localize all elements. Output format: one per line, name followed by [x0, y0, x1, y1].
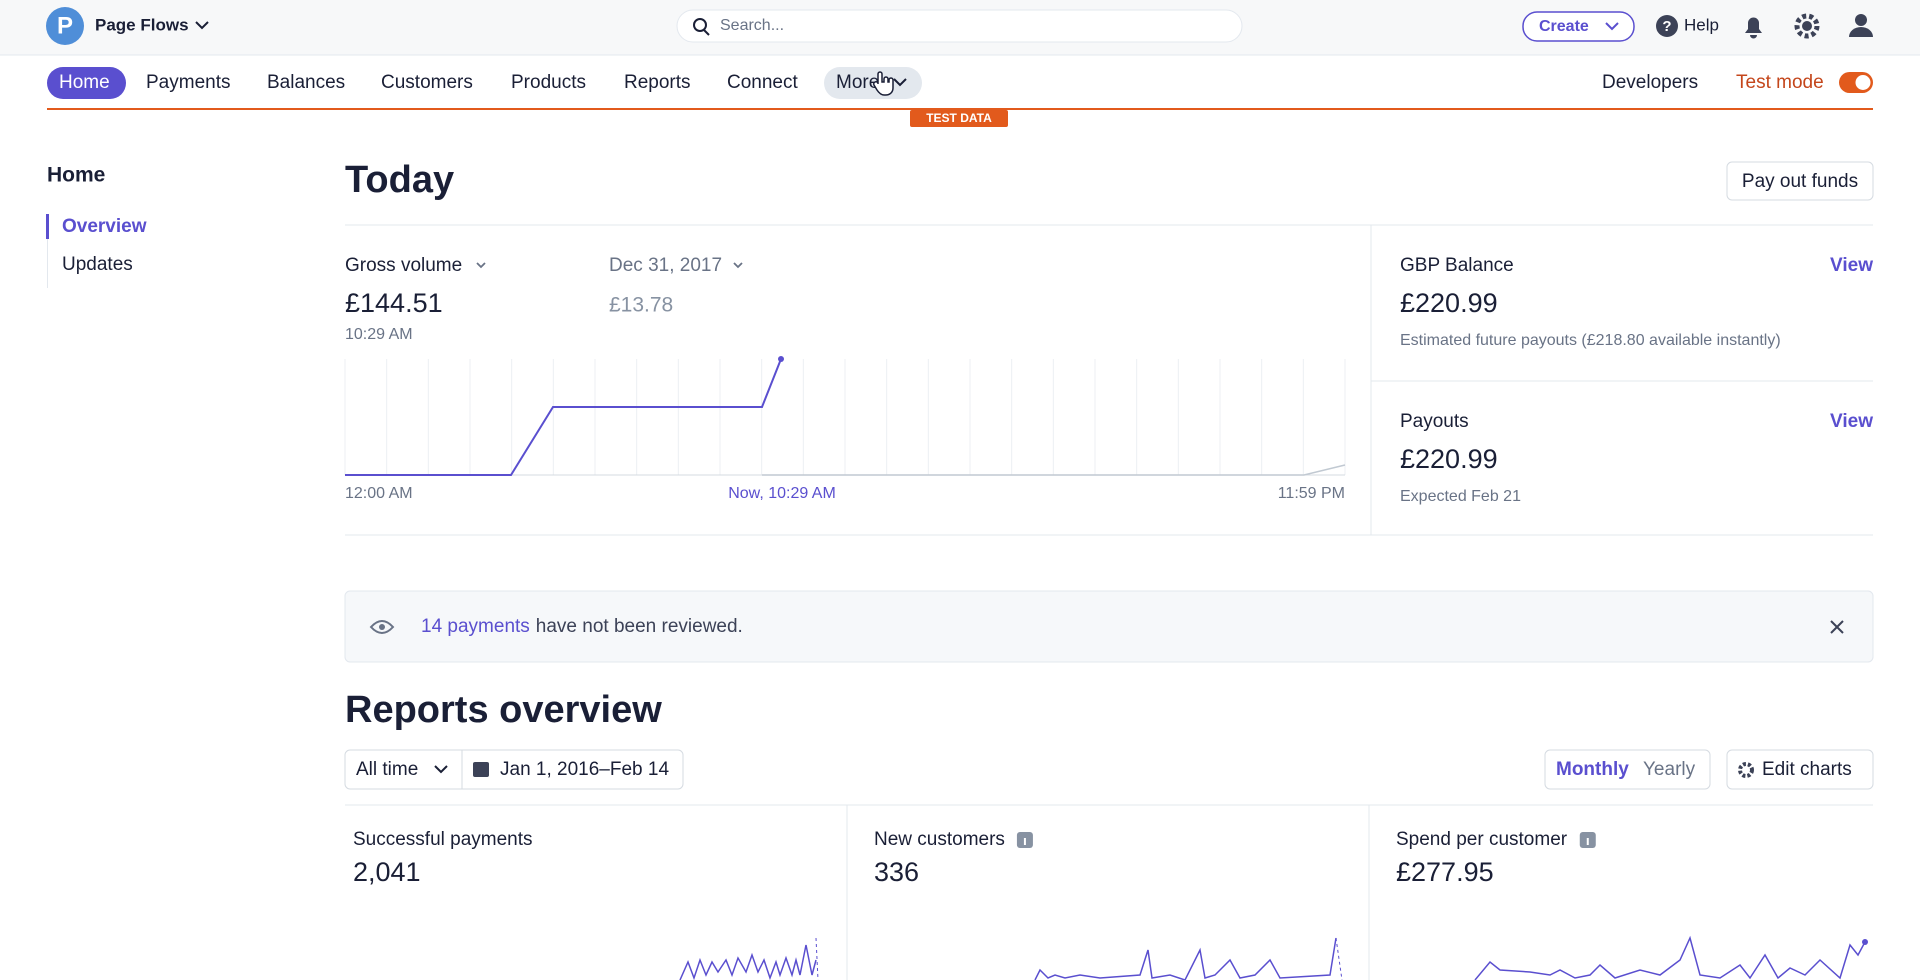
sparkline-end: [1862, 939, 1868, 945]
calendar-icon: [473, 762, 489, 777]
notice-close[interactable]: [1830, 620, 1844, 634]
nav-item[interactable]: More: [836, 72, 879, 93]
nav-item[interactable]: Products: [511, 72, 586, 93]
settings-icon-center: [1802, 21, 1812, 31]
user-icon-body: [1849, 27, 1873, 37]
period-monthly[interactable]: Monthly: [1556, 759, 1629, 780]
search-box[interactable]: [676, 9, 1243, 43]
test-data-badge: [910, 110, 1008, 127]
nav-item[interactable]: Connect: [727, 72, 798, 93]
nav-item[interactable]: Home: [59, 72, 110, 93]
balance-value: £220.99: [1400, 288, 1498, 318]
axis-now: Now, 10:29 AM: [728, 485, 836, 502]
account-logo[interactable]: [46, 7, 84, 45]
compare-chevron: [733, 262, 743, 269]
create-chevron: [1605, 22, 1619, 31]
sparkline-projection: [815, 937, 819, 980]
user-icon-head[interactable]: [1855, 14, 1867, 26]
nav: Home Payments Balances Customers Products Rep…: [59, 72, 879, 93]
gear-icon: [1738, 762, 1754, 778]
info-icon-mark: [1023, 838, 1026, 845]
balance-view[interactable]: View: [1830, 255, 1873, 276]
range-filter[interactable]: [344, 749, 684, 790]
help-icon-mark: ?: [1662, 18, 1671, 35]
eye-icon: [369, 620, 395, 634]
nav-item[interactable]: Payments: [146, 72, 230, 93]
search-icon-handle: [703, 29, 710, 36]
nav-item[interactable]: Reports: [624, 72, 691, 93]
more-chevron: [893, 78, 907, 87]
sidebar-updates[interactable]: Updates: [62, 254, 133, 275]
metric-chevron: [476, 262, 486, 269]
sidebar-active-bar: [46, 214, 49, 239]
sparkline: [1034, 937, 1337, 980]
period-yearly[interactable]: Yearly: [1643, 759, 1696, 780]
test-mode-knob: [1855, 75, 1871, 90]
payouts-view[interactable]: View: [1830, 411, 1873, 432]
create-label: Create: [1539, 18, 1589, 35]
axis-start: 12:00 AM: [345, 485, 413, 502]
nav-item[interactable]: Customers: [381, 72, 473, 93]
range-label: All time: [356, 759, 418, 780]
now-point: [778, 356, 784, 362]
card-title: Spend per customer: [1396, 829, 1568, 850]
range-chevron: [434, 765, 448, 774]
payouts-note: Expected Feb 21: [1400, 488, 1521, 505]
cursor: [873, 71, 894, 96]
notice-banner: [344, 590, 1874, 663]
account-name[interactable]: Page Flows: [95, 15, 189, 34]
payout-label: Pay out funds: [1742, 171, 1858, 192]
payouts-title: Payouts: [1400, 411, 1469, 432]
sidebar-overview[interactable]: Overview: [62, 216, 147, 237]
metric-value: £144.51: [345, 288, 443, 318]
compare-value: £13.78: [609, 294, 673, 317]
sidebar-title: Home: [47, 164, 105, 187]
help-icon[interactable]: [1656, 15, 1678, 37]
settings-icon[interactable]: [1794, 13, 1820, 39]
balance-title: GBP Balance: [1400, 255, 1514, 276]
test-data-label: TEST DATA: [926, 111, 992, 125]
notice-link[interactable]: 14 payments: [421, 616, 530, 637]
info-icon-mark: [1586, 838, 1589, 845]
edit-charts-label: Edit charts: [1762, 759, 1852, 780]
search-placeholder: Search...: [720, 17, 784, 34]
card-value: 336: [874, 857, 919, 887]
logo-letter: P: [57, 12, 73, 39]
card-title: New customers: [874, 829, 1005, 850]
payout-button[interactable]: [1726, 161, 1874, 201]
card-title: Successful payments: [353, 829, 533, 850]
search-icon: [693, 18, 707, 32]
chart-grid: [344, 359, 1346, 475]
account-chevron: [195, 21, 209, 30]
nav-item[interactable]: Balances: [267, 72, 345, 93]
card-value: £277.95: [1396, 857, 1494, 887]
axis-end: 11:59 PM: [1278, 485, 1345, 502]
help-label[interactable]: Help: [1684, 15, 1719, 34]
dates-label[interactable]: Jan 1, 2016–Feb 14: [500, 759, 669, 780]
notice-text: have not been reviewed.: [536, 616, 743, 637]
comparison-line: [762, 464, 1346, 476]
nav-developers[interactable]: Developers: [1602, 72, 1698, 93]
period-toggle: [1544, 749, 1711, 790]
metric-select[interactable]: Gross volume: [345, 255, 462, 276]
payouts-value: £220.99: [1400, 444, 1498, 474]
notifications-icon[interactable]: [1745, 17, 1762, 39]
eye-pupil: [379, 624, 385, 630]
sparkline: [679, 944, 817, 980]
sparkline-projection: [1335, 937, 1343, 980]
card-value: 2,041: [353, 857, 421, 887]
sparkline: [1474, 935, 1866, 980]
nav-active-pill: [47, 67, 126, 99]
create-button[interactable]: [1522, 11, 1635, 42]
today-title: Today: [345, 159, 454, 201]
nav-test-mode[interactable]: Test mode: [1736, 72, 1824, 93]
gross-volume-line: [345, 358, 782, 476]
compare-date[interactable]: Dec 31, 2017: [609, 255, 722, 276]
report-cards: Successful payments 2,041 New customers 336…: [353, 829, 1596, 887]
balance-note: Estimated future payouts (£218.80 availa…: [1400, 332, 1781, 349]
metric-time: 10:29 AM: [345, 326, 413, 343]
edit-charts-button[interactable]: [1726, 749, 1874, 790]
reports-title: Reports overview: [345, 689, 662, 731]
